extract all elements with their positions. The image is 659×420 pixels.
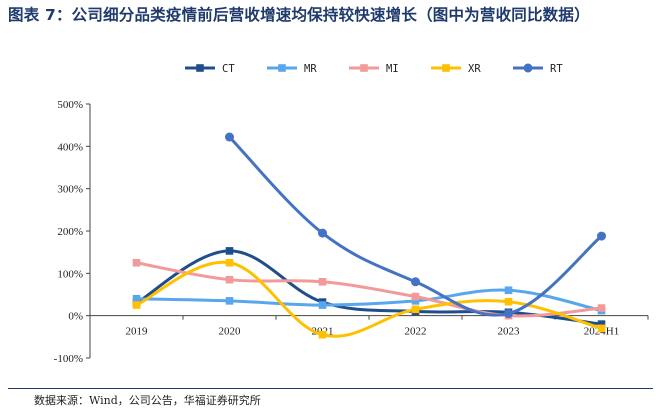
chart-series bbox=[132, 132, 606, 339]
legend-marker bbox=[196, 64, 204, 72]
data-point bbox=[597, 304, 606, 312]
data-point bbox=[597, 231, 606, 241]
data-point bbox=[411, 305, 420, 314]
series-xr bbox=[132, 258, 606, 339]
legend-item-rt: RT bbox=[513, 63, 563, 75]
legend-item-xr: XR bbox=[431, 63, 481, 75]
divider bbox=[8, 388, 653, 389]
y-tick-label: 100% bbox=[57, 268, 83, 280]
series-rt bbox=[225, 132, 606, 319]
y-tick-label: 300% bbox=[57, 184, 83, 196]
data-point bbox=[504, 297, 513, 306]
data-point bbox=[225, 297, 234, 305]
series-line bbox=[135, 261, 603, 318]
data-point bbox=[411, 292, 420, 301]
x-tick-label: 2020 bbox=[219, 326, 242, 338]
series-line bbox=[228, 135, 603, 317]
legend-marker bbox=[278, 64, 286, 72]
legend-label: MI bbox=[386, 63, 399, 75]
y-tick-label: 0% bbox=[68, 311, 83, 323]
data-point bbox=[504, 286, 513, 295]
data-point bbox=[132, 301, 141, 309]
legend-label: CT bbox=[222, 63, 235, 75]
y-tick-label: -100% bbox=[54, 353, 83, 365]
data-point bbox=[318, 228, 327, 238]
legend-label: MR bbox=[304, 63, 317, 75]
legend-label: XR bbox=[468, 63, 481, 75]
x-tick-label: 2022 bbox=[405, 326, 427, 338]
data-point bbox=[318, 278, 327, 286]
chart-axes: -100%0%100%200%300%400%500%2019202020212… bbox=[54, 99, 649, 365]
data-point bbox=[597, 324, 606, 333]
data-point bbox=[318, 301, 327, 309]
legend-marker bbox=[360, 64, 368, 72]
data-point bbox=[411, 277, 420, 287]
y-tick-label: 500% bbox=[57, 99, 83, 111]
data-point bbox=[132, 258, 141, 267]
data-point bbox=[225, 275, 234, 284]
data-point bbox=[132, 294, 141, 303]
data-point bbox=[504, 309, 513, 319]
source-note: 数据来源：Wind，公司公告，华福证券研究所 bbox=[34, 394, 261, 407]
x-tick-label: 2019 bbox=[126, 326, 149, 338]
legend-item-mr: MR bbox=[267, 63, 317, 75]
legend-marker bbox=[442, 64, 450, 72]
legend-item-mi: MI bbox=[349, 63, 399, 75]
legend-marker bbox=[523, 63, 533, 73]
y-tick-label: 400% bbox=[57, 141, 83, 153]
data-point bbox=[225, 132, 234, 142]
data-point bbox=[411, 297, 420, 305]
data-point bbox=[318, 330, 327, 339]
chart-legend: CT MR MI XR RT bbox=[185, 63, 563, 75]
legend-item-ct: CT bbox=[185, 63, 235, 75]
chart-title: 图表 7：公司细分品类疫情前后营收增速均保持较快速增长（图中为营收同比数据） bbox=[8, 6, 590, 24]
series-line bbox=[135, 288, 603, 313]
legend-label: RT bbox=[550, 63, 563, 75]
x-tick-label: 2023 bbox=[498, 326, 521, 338]
data-point bbox=[597, 320, 606, 328]
y-tick-label: 200% bbox=[57, 226, 83, 238]
data-point bbox=[225, 258, 234, 267]
data-point bbox=[225, 247, 234, 255]
